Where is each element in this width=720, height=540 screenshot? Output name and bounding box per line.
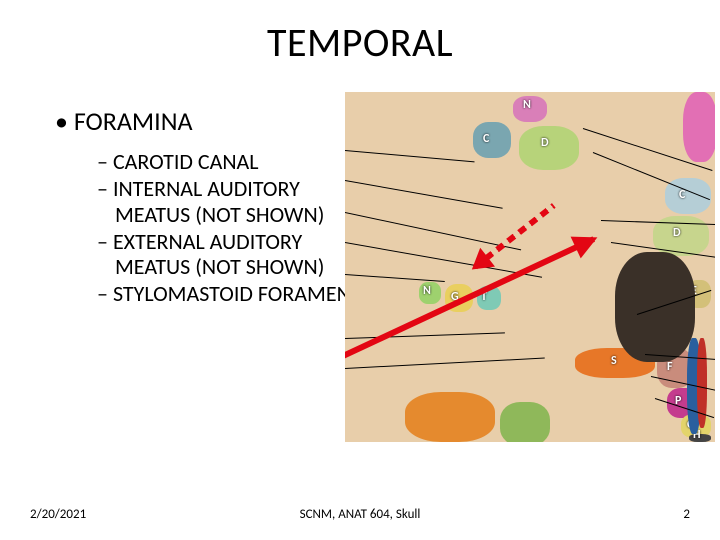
footer-center: SCNM, ANAT 604, Skull bbox=[0, 507, 720, 522]
leader-line-2 bbox=[345, 212, 521, 250]
leader-line-4 bbox=[345, 274, 445, 282]
leader-line-1 bbox=[345, 180, 503, 209]
leader-line-6 bbox=[345, 358, 545, 369]
region-D-top bbox=[519, 126, 579, 170]
region-orange-bl bbox=[405, 392, 495, 442]
region-pink-tr bbox=[683, 92, 715, 162]
item-stylomastoid: STYLOMASTOID FORAMEN bbox=[97, 281, 355, 306]
region-C-top bbox=[473, 122, 511, 158]
label-N-top: N bbox=[523, 98, 531, 112]
label-S: S bbox=[611, 354, 617, 368]
heading-bullet: FORAMINA bbox=[55, 105, 355, 137]
footer-page: 2 bbox=[683, 507, 690, 522]
label-N-left: N bbox=[423, 284, 431, 298]
item-carotid: CAROTID CANAL bbox=[97, 149, 355, 174]
sub-bullets: CAROTID CANAL INTERNAL AUDITORY MEATUS (… bbox=[97, 149, 355, 307]
slide: TEMPORAL FORAMINA CAROTID CANAL INTERNAL… bbox=[0, 0, 720, 540]
leader-line-0 bbox=[345, 150, 475, 162]
slide-title: TEMPORAL bbox=[0, 18, 720, 67]
region-green-bl bbox=[500, 402, 550, 442]
content-block: FORAMINA CAROTID CANAL INTERNAL AUDITORY… bbox=[55, 105, 355, 309]
label-F: F bbox=[667, 360, 673, 374]
label-D-top: D bbox=[541, 136, 549, 150]
label-D-right: D bbox=[673, 226, 681, 240]
anatomy-image: NCDCDENGTSFPOH bbox=[345, 92, 715, 442]
label-C-top: C bbox=[483, 132, 489, 146]
leader-line-5 bbox=[345, 332, 505, 339]
item-external-am: EXTERNAL AUDITORY MEATUS (NOT SHOWN) bbox=[97, 229, 355, 280]
item-internal-am: INTERNAL AUDITORY MEATUS (NOT SHOWN) bbox=[97, 176, 355, 227]
